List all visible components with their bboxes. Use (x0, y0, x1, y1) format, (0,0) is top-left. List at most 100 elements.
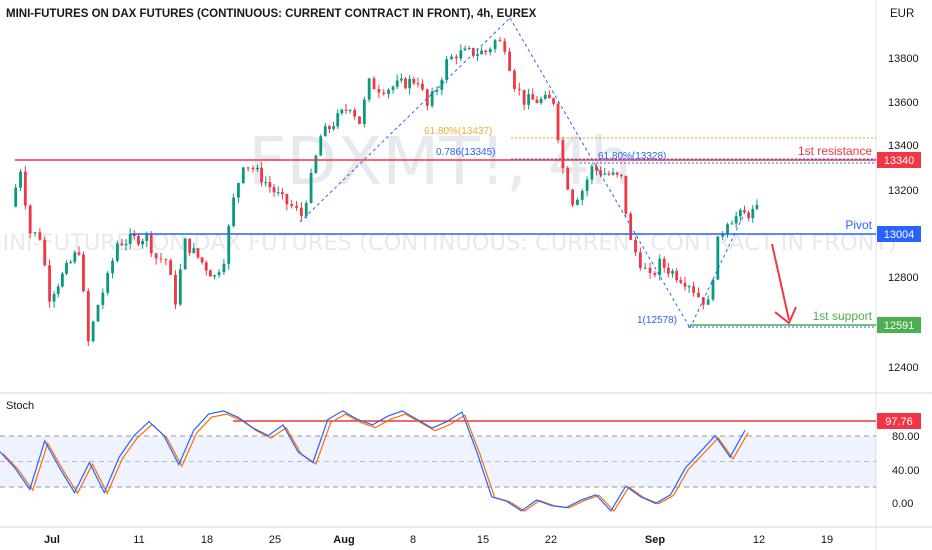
candle-body (531, 94, 535, 100)
stoch-tick: 40.00 (892, 465, 920, 477)
candle-body (387, 89, 390, 94)
candle-body (539, 98, 543, 103)
candle-body (576, 199, 579, 205)
candle-body (706, 299, 710, 305)
stoch-title: Stoch (6, 400, 34, 412)
stoch-tick: 0.00 (892, 498, 913, 510)
candle-body (421, 83, 424, 90)
currency-label: EUR (890, 8, 914, 20)
candle-body (183, 238, 187, 270)
fib-618-blue-label: 61.80%(13328) (598, 151, 666, 162)
time-axis[interactable]: Jul 11 18 25 Aug 8 15 22 Sep 12 19 (44, 534, 833, 546)
candle-body (543, 94, 547, 99)
time-tick: 12 (753, 534, 765, 546)
candle-body (556, 103, 560, 141)
candle-body (290, 204, 294, 206)
stoch-tick: 80.00 (892, 431, 920, 443)
candle-body (145, 233, 149, 241)
candle-body (666, 267, 670, 274)
candle-body (264, 182, 268, 184)
candle-body (619, 174, 623, 176)
candle-body (454, 56, 458, 59)
candle-body (336, 113, 340, 127)
candle-body (687, 286, 691, 288)
candle-body (408, 78, 412, 89)
candle-body (101, 292, 105, 305)
resistance-price-label: 13340 (884, 155, 915, 167)
candle-body (154, 253, 158, 259)
time-tick: 25 (269, 534, 281, 546)
candle-body (256, 167, 259, 170)
candle-body (430, 91, 434, 106)
candle-body (149, 233, 153, 254)
candle-body (662, 258, 666, 268)
candle-body (435, 89, 439, 92)
candle-body (260, 167, 264, 183)
candle-body (120, 243, 124, 246)
candle-body (141, 240, 145, 245)
candle-body (571, 189, 574, 205)
candle-body (675, 271, 679, 281)
candle-body (43, 239, 47, 266)
candle-body (178, 269, 182, 305)
candle-body (344, 109, 348, 111)
price-tick: 13600 (888, 97, 919, 109)
candle-body (196, 248, 200, 258)
candle-body (412, 78, 416, 84)
candle-body (377, 89, 381, 93)
candle-body (209, 270, 212, 277)
candle-body (23, 171, 27, 206)
candle-body (467, 47, 471, 49)
candles-layer (14, 37, 759, 347)
candle-body (522, 89, 526, 105)
candle-body (91, 321, 95, 342)
resistance-label: 1st resistance (798, 144, 872, 158)
candle-body (382, 92, 386, 94)
candle-body (56, 286, 60, 295)
candle-body (232, 197, 235, 226)
resistance-price-box (877, 152, 921, 168)
candle-body (634, 239, 637, 253)
candle-body (241, 167, 245, 184)
candle-body (517, 88, 521, 90)
candle-body (463, 48, 467, 51)
pivot-label: Pivot (845, 218, 872, 232)
candle-body (566, 168, 570, 190)
candle-body (96, 304, 100, 322)
candle-body (69, 261, 73, 263)
candle-body (276, 192, 280, 194)
candle-body (65, 262, 68, 274)
candle-body (77, 252, 81, 255)
pivot-price-box (877, 226, 921, 242)
fib-trend-up (299, 17, 511, 223)
candle-body (445, 59, 449, 80)
candle-body (527, 94, 531, 105)
candle-body (683, 282, 687, 287)
candle-body (227, 225, 231, 264)
fib-618-orange-label: 61.80%(13437) (424, 126, 492, 137)
candle-body (391, 86, 395, 90)
candle-body (671, 271, 674, 274)
candle-body (595, 166, 598, 171)
candle-body (513, 70, 516, 89)
levels-layer: 1st resistance 13340 Pivot 13004 1st sup… (15, 144, 921, 429)
projection-arrow-head (774, 306, 797, 325)
candle-body (734, 216, 738, 224)
stoch-d-line (2, 413, 749, 512)
price-tick: 13400 (888, 140, 919, 152)
candle-body (503, 41, 507, 52)
candle-body (200, 257, 204, 263)
candle-body (697, 292, 700, 298)
chart-title: MINI-FUTURES ON DAX FUTURES (CONTINUOUS:… (6, 8, 537, 20)
candle-body (348, 110, 352, 112)
stoch-lines-layer (0, 410, 749, 512)
candle-body (653, 272, 657, 275)
candle-body (323, 126, 327, 137)
candle-body (237, 183, 240, 198)
candle-body (86, 290, 90, 342)
candle-body (340, 109, 344, 114)
candle-body (328, 126, 331, 129)
stoch-pane[interactable]: Stoch 80.00 40.00 0.00 (0, 400, 920, 510)
candle-body (314, 155, 318, 173)
